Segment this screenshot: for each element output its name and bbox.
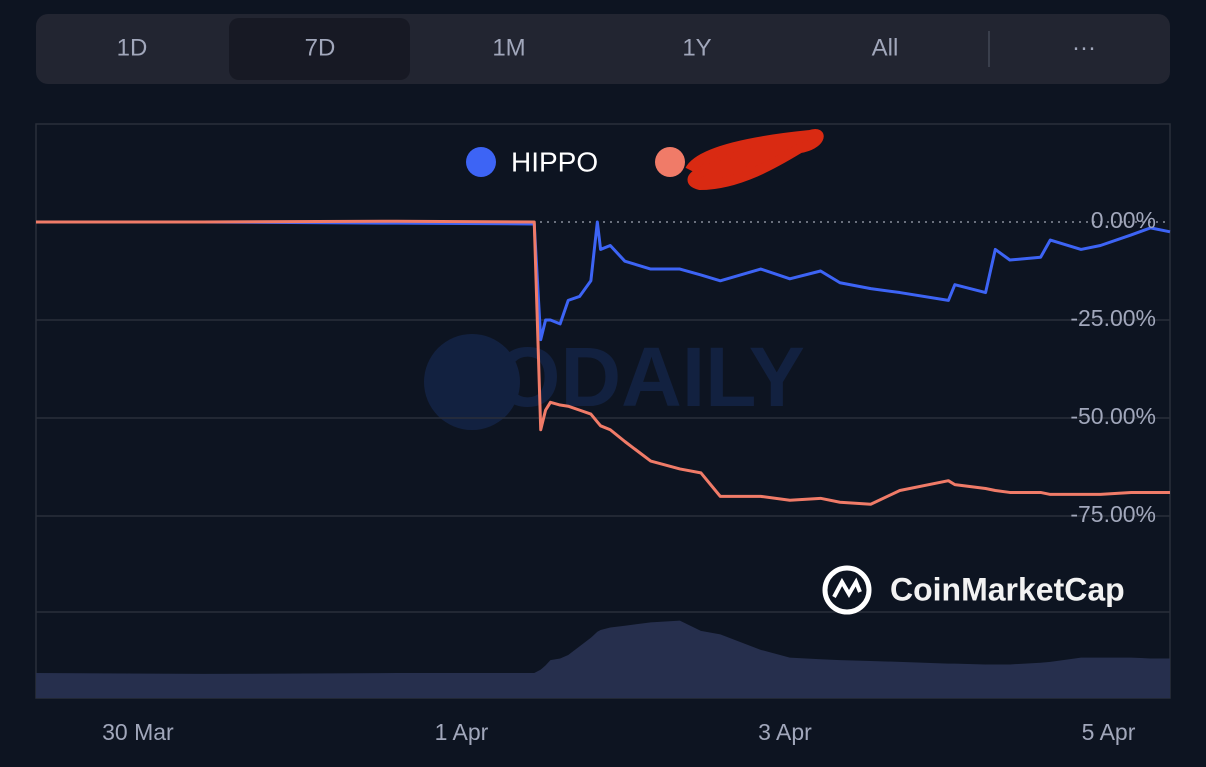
- series-line: [36, 220, 1171, 342]
- legend-swatch: [466, 147, 496, 177]
- tab[interactable]: All: [872, 34, 899, 61]
- legend-swatch: [655, 147, 685, 177]
- tab[interactable]: ···: [1072, 34, 1096, 61]
- x-tick-label: 30 Mar: [102, 719, 174, 745]
- tab[interactable]: 1D: [117, 34, 148, 61]
- odaily-text: ODAILY: [495, 330, 805, 424]
- y-tick-label: -25.00%: [1070, 305, 1156, 331]
- volume-area: [36, 620, 1170, 698]
- y-tick-label: 0.00%: [1091, 207, 1156, 233]
- tab[interactable]: 7D: [305, 34, 336, 61]
- odaily-logo: [424, 334, 520, 430]
- cmc-logo-mark: [832, 577, 862, 598]
- cmc-logo: [822, 565, 872, 615]
- legend-label: HIPPO: [511, 146, 598, 177]
- y-tick-label: -75.00%: [1070, 501, 1156, 527]
- redaction-scribble: [685, 129, 824, 191]
- cmc-logo-ring: [822, 565, 872, 615]
- tab[interactable]: 1Y: [682, 34, 711, 61]
- x-tick-label: 5 Apr: [1082, 719, 1136, 745]
- series-line: [36, 219, 1170, 506]
- odaily-watermark: ODAILY: [424, 330, 805, 430]
- x-tick-label: 1 Apr: [435, 719, 489, 745]
- cmc-watermark: CoinMarketCap: [890, 571, 1125, 607]
- tab-active-bg: [229, 18, 410, 80]
- tab-bar: [36, 14, 1170, 84]
- x-tick-label: 3 Apr: [758, 719, 812, 745]
- tab[interactable]: 1M: [492, 34, 525, 61]
- y-tick-label: -50.00%: [1070, 403, 1156, 429]
